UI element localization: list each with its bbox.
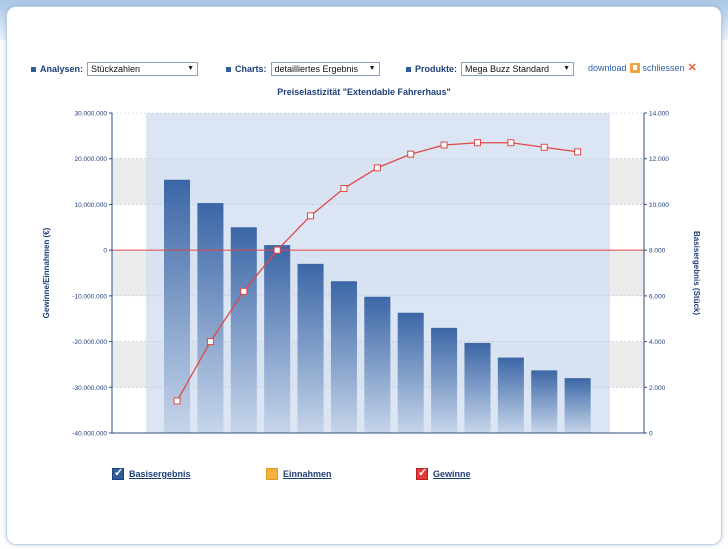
analysen-select-value: Stückzahlen bbox=[91, 64, 141, 74]
data-point bbox=[407, 150, 415, 158]
y-tick-label: -40.000.000 bbox=[72, 431, 107, 438]
bar bbox=[264, 245, 291, 433]
bar bbox=[230, 227, 257, 433]
produkte-label: Produkte: bbox=[415, 64, 458, 74]
analysen-label: Analysen: bbox=[40, 64, 84, 74]
y2-tick-label: 6.000 bbox=[649, 293, 666, 300]
y-tick-label: 0 bbox=[103, 248, 107, 255]
bar bbox=[431, 327, 458, 433]
legend-label-einnahmen: Einnahmen bbox=[283, 469, 332, 479]
y-axis-title: Gewinne/Einnahmen (€) bbox=[42, 227, 51, 318]
bullet-square-icon bbox=[406, 66, 411, 72]
y-tick-label: 30.000.000 bbox=[74, 111, 107, 118]
data-point bbox=[540, 143, 548, 151]
bullet-square-icon bbox=[226, 66, 231, 72]
data-point bbox=[574, 148, 582, 156]
charts-select[interactable]: detailliertes Ergebnis ▼ bbox=[270, 62, 380, 76]
close-link[interactable]: schliessen bbox=[642, 62, 685, 73]
data-point bbox=[240, 287, 248, 295]
download-icon[interactable] bbox=[629, 62, 640, 73]
checkbox-checked-icon[interactable]: ✓ bbox=[112, 467, 124, 480]
legend-item-einnahmen[interactable]: Einnahmen bbox=[266, 468, 332, 480]
produkte-select[interactable]: Mega Buzz Standard ▼ bbox=[461, 62, 575, 76]
data-point bbox=[273, 246, 281, 254]
y2-tick-label: 8.000 bbox=[649, 248, 666, 255]
bar bbox=[497, 357, 524, 433]
bar bbox=[164, 179, 191, 433]
y2-axis-title: Basisergebnis (Stück) bbox=[692, 231, 701, 315]
analysen-select[interactable]: Stückzahlen ▼ bbox=[87, 62, 199, 76]
y2-tick-label: 14.000 bbox=[649, 111, 669, 118]
y-tick-label: 20.000.000 bbox=[74, 156, 107, 163]
chart-title: Preiselastizität "Extendable Fahrerhaus" bbox=[277, 87, 451, 97]
y-tick-label: -30.000.000 bbox=[72, 385, 107, 392]
bar bbox=[397, 312, 424, 433]
y2-tick-label: 10.000 bbox=[649, 202, 669, 209]
data-point bbox=[373, 164, 381, 172]
analysen-control: Analysen: Stückzahlen ▼ bbox=[31, 62, 199, 76]
bullet-square-icon bbox=[31, 66, 36, 72]
close-icon[interactable]: ✕ bbox=[687, 62, 697, 74]
bar bbox=[297, 263, 324, 433]
data-point bbox=[307, 212, 315, 220]
data-point bbox=[507, 139, 515, 147]
chevron-down-icon: ▼ bbox=[563, 65, 571, 72]
produkte-control: Produkte: Mega Buzz Standard ▼ bbox=[406, 62, 575, 76]
y-tick-label: -20.000.000 bbox=[72, 339, 107, 346]
header-links: download schliessen ✕ bbox=[588, 61, 697, 74]
y2-tick-label: 4.000 bbox=[649, 339, 666, 346]
data-point bbox=[340, 184, 348, 192]
bar bbox=[197, 203, 224, 433]
data-point bbox=[173, 397, 181, 405]
charts-control: Charts: detailliertes Ergebnis ▼ bbox=[226, 62, 380, 76]
chevron-down-icon: ▼ bbox=[368, 65, 376, 72]
checkbox-unchecked-icon[interactable] bbox=[266, 468, 278, 480]
y2-tick-label: 2.000 bbox=[649, 385, 666, 392]
charts-label: Charts: bbox=[235, 64, 267, 74]
chevron-down-icon: ▼ bbox=[187, 65, 195, 72]
data-point bbox=[473, 139, 481, 147]
charts-select-value: detailliertes Ergebnis bbox=[274, 64, 359, 74]
legend-label-basisergebnis: Basisergebnis bbox=[129, 469, 191, 479]
y-tick-label: -10.000.000 bbox=[72, 293, 107, 300]
bar bbox=[364, 296, 391, 433]
bar bbox=[564, 378, 591, 433]
bar bbox=[464, 342, 491, 433]
y2-tick-label: 0 bbox=[649, 431, 653, 438]
checkbox-checked-icon[interactable]: ✓ bbox=[416, 467, 428, 480]
y-tick-label: 10.000.000 bbox=[74, 202, 107, 209]
legend-item-gewinne[interactable]: ✓ Gewinne bbox=[416, 467, 471, 480]
legend-item-basisergebnis[interactable]: ✓ Basisergebnis bbox=[112, 467, 191, 480]
data-point bbox=[206, 338, 214, 346]
y2-tick-label: 12.000 bbox=[649, 156, 669, 163]
data-point bbox=[440, 141, 448, 149]
bar bbox=[531, 370, 558, 433]
produkte-select-value: Mega Buzz Standard bbox=[465, 64, 550, 74]
legend-label-gewinne: Gewinne bbox=[433, 469, 471, 479]
bar bbox=[330, 281, 357, 433]
download-link[interactable]: download bbox=[588, 62, 627, 73]
